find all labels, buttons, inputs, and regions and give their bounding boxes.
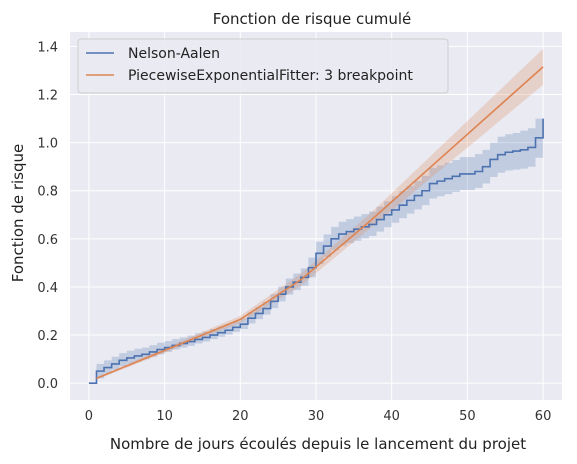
y-tick-label: 1.4 [37,40,58,55]
series-lines [88,66,544,384]
confidence-bands [88,48,544,384]
x-tick-label: 10 [156,409,173,424]
legend: Nelson-Aalen PiecewiseExponentialFitter:… [77,38,449,94]
chart-title: Fonction de risque cumulé [213,10,412,28]
y-tick-label: 0.4 [37,281,58,296]
series-line-piecewise [96,66,544,380]
y-tick-label: 1.2 [37,89,58,104]
x-tick-label: 40 [383,409,400,424]
y-tick-label: 0.0 [37,377,58,392]
y-tick-label: 0.6 [37,233,58,248]
y-tick-label: 1.0 [37,137,58,152]
y-tick-label: 0.2 [37,329,58,344]
x-tick-label: 60 [535,409,552,424]
x-tick-label: 0 [85,409,93,424]
confidence-band-nelson-aalen [88,108,544,384]
x-tick-label: 50 [459,409,476,424]
legend-label-piecewise: PiecewiseExponentialFitter: 3 breakpoint [128,68,413,84]
legend-box [77,38,449,94]
y-axis-label: Fonction de risque [9,144,27,282]
y-tick-label: 0.8 [37,185,58,200]
x-tick-label: 20 [232,409,249,424]
x-axis-label: Nombre de jours écoulés depuis le lancem… [110,435,526,453]
series-line-nelson-aalen [88,118,544,384]
legend-label-nelson-aalen: Nelson-Aalen [128,46,220,62]
tick-labels: 0 10 20 30 40 50 60 0.0 0.2 0.4 0.6 0.8 1.0 1.2 1.4 [37,40,551,424]
x-tick-label: 30 [308,409,325,424]
